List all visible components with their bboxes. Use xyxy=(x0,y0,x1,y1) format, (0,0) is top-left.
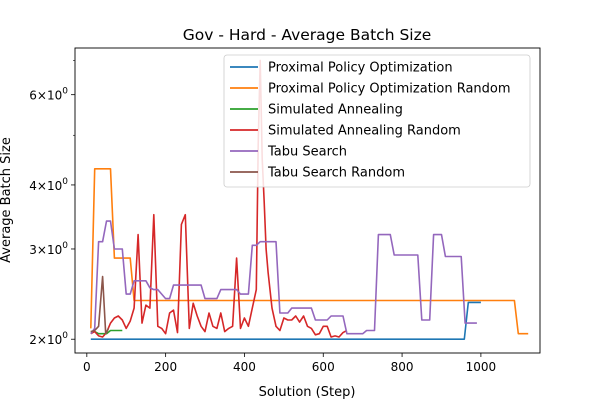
x-tick-label: 200 xyxy=(154,360,177,374)
x-tick-label: 1000 xyxy=(466,360,497,374)
legend-label-proximal-policy-optimization: Proximal Policy Optimization xyxy=(268,61,453,76)
x-tick-label: 0 xyxy=(83,360,91,374)
legend-label-tabu-search: Tabu Search xyxy=(267,145,347,160)
plot-frame xyxy=(74,47,541,354)
y-tick-label: 2×100 xyxy=(29,331,68,347)
y-tick-label: 4×100 xyxy=(29,177,68,193)
x-axis-label: Solution (Step) xyxy=(259,385,356,400)
x-tick-label: 600 xyxy=(312,360,335,374)
x-tick-label: 800 xyxy=(391,360,414,374)
y-axis-label: Average Batch Size xyxy=(0,137,14,263)
x-tick-label: 400 xyxy=(233,360,256,374)
y-axis-ticks: 2×100 3×100 4×100 6×100 xyxy=(29,60,75,347)
series-line-tabu-search xyxy=(90,220,477,335)
series-line-proximal-policy-optimization xyxy=(90,301,481,340)
legend-label-proximal-policy-optimization-random: Proximal Policy Optimization Random xyxy=(268,82,511,97)
y-tick-label: 3×100 xyxy=(29,241,68,257)
plot-lines xyxy=(90,59,529,340)
legend: Proximal Policy Optimization Proximal Pol… xyxy=(223,54,531,188)
series-line-simulated-annealing-random xyxy=(90,59,348,338)
legend-label-simulated-annealing: Simulated Annealing xyxy=(268,103,403,118)
x-axis-ticks: 0 200 400 600 800 1000 xyxy=(83,353,496,374)
series-line-tabu-search-random xyxy=(90,275,110,335)
legend-box xyxy=(223,54,531,188)
legend-label-tabu-search-random: Tabu Search Random xyxy=(267,166,405,181)
y-tick-label: 6×100 xyxy=(29,87,68,103)
chart-title: Gov - Hard - Average Batch Size xyxy=(183,26,432,44)
legend-label-simulated-annealing-random: Simulated Annealing Random xyxy=(268,124,461,139)
series-line-proximal-policy-optimization-random xyxy=(90,168,529,335)
